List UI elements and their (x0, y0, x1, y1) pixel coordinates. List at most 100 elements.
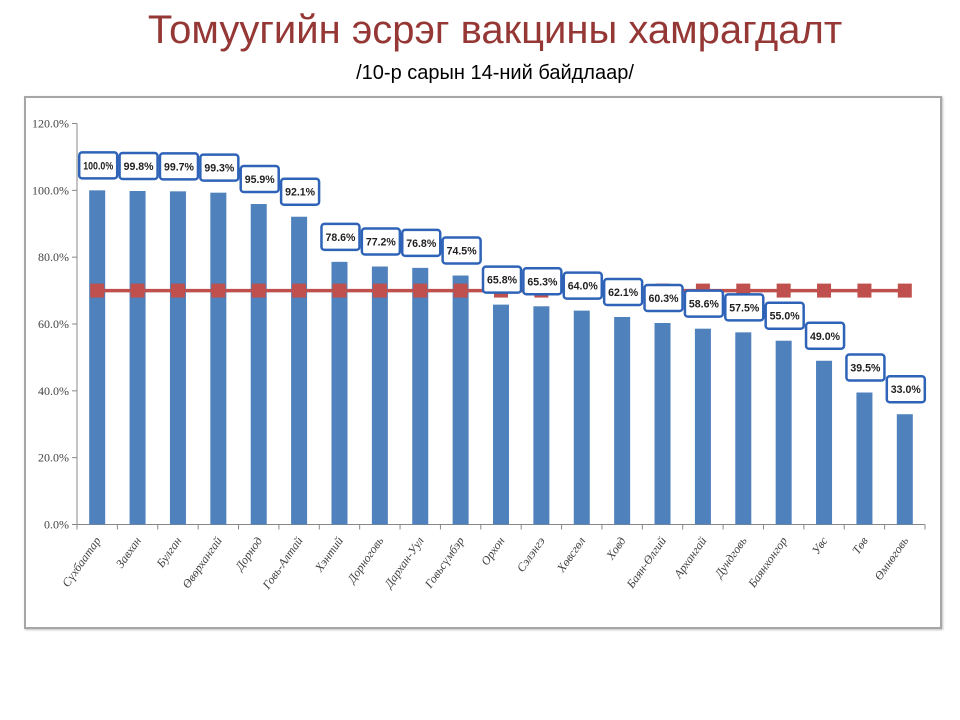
data-label-box (683, 289, 725, 318)
data-label: 77.2% (366, 237, 396, 249)
y-tick-label: 120.0% (32, 117, 69, 131)
data-label-box (118, 151, 159, 181)
data-label: 60.3% (649, 293, 679, 305)
bar (291, 216, 308, 525)
data-label-box (158, 152, 200, 181)
data-label-box (441, 236, 482, 265)
y-tick-label: 80.0% (38, 250, 69, 264)
data-label: 65.8% (487, 275, 517, 287)
target-marker (776, 283, 791, 298)
category-label: Дундговь (711, 534, 750, 581)
data-label-box (643, 283, 684, 313)
data-label: 65.3% (527, 276, 557, 288)
category-label: Сэлэнгэ (514, 534, 548, 574)
target-marker (170, 283, 185, 298)
y-tick-label: 100.0% (32, 183, 69, 197)
bar (775, 340, 792, 525)
data-label: 99.7% (164, 161, 194, 173)
data-label: 33.0% (891, 384, 921, 396)
bar (250, 204, 267, 525)
bar (856, 392, 873, 525)
bar (573, 310, 590, 525)
category-label: Сүхбаатар (59, 534, 104, 589)
category-label: Говьсүмбэр (421, 534, 467, 591)
data-label: 58.6% (689, 299, 719, 311)
target-marker (413, 283, 428, 298)
target-marker (453, 283, 468, 298)
data-label-box (360, 227, 402, 256)
bar (169, 191, 186, 525)
target-marker (897, 283, 912, 298)
bar (896, 414, 913, 525)
data-label-box (279, 177, 321, 206)
target-marker (90, 283, 105, 298)
data-label: 99.8% (124, 161, 154, 173)
bar (129, 191, 146, 525)
category-label: Ховд (603, 534, 629, 563)
category-label: Хөвсгөл (553, 534, 588, 575)
category-label: Өвөрхангай (179, 534, 225, 591)
data-label: 64.0% (568, 281, 598, 293)
category-label: Дорнод (232, 534, 266, 574)
bar (89, 190, 106, 525)
data-label: 74.5% (447, 246, 477, 258)
category-label: Архангай (670, 534, 709, 581)
page-subtitle: /10-р сарын 14-ний байдлаар/ (356, 62, 634, 84)
target-marker (332, 283, 347, 298)
target-marker (211, 283, 226, 298)
data-label-box (522, 267, 563, 296)
category-label: Баян-Өлгий (623, 534, 669, 591)
target-marker (817, 283, 832, 298)
data-label: 49.0% (810, 331, 840, 343)
data-label-box (199, 153, 240, 182)
data-label: 76.8% (406, 238, 436, 250)
data-label-box (239, 164, 280, 194)
data-label: 100.0% (83, 160, 113, 172)
data-label-box (804, 321, 846, 351)
data-label: 39.5% (850, 363, 880, 375)
category-label: Төв (849, 534, 871, 557)
data-label-box (77, 151, 119, 180)
page-title: Томуугийн эсрэг вакцины хамрагдалт (147, 8, 843, 52)
data-label: 95.9% (245, 174, 275, 186)
category-label: Булган (153, 534, 184, 571)
data-label: 55.0% (770, 311, 800, 323)
data-label-box (320, 222, 361, 252)
bar (654, 322, 671, 525)
category-label: Хэнтий (311, 534, 346, 575)
y-tick-label: 40.0% (38, 384, 69, 398)
bar (694, 328, 711, 525)
data-label-box (481, 265, 523, 294)
category-label: Орхон (478, 534, 508, 568)
category-label: Дорноговь (344, 534, 387, 587)
category-label: Говь-Алтай (259, 534, 306, 592)
bar (412, 267, 429, 525)
y-tick-label: 0.0% (44, 518, 69, 532)
bar (735, 332, 752, 525)
bar (614, 316, 631, 525)
data-label-box (400, 228, 442, 258)
data-label-box (724, 293, 765, 322)
target-marker (251, 283, 266, 298)
y-tick-label: 20.0% (38, 451, 69, 465)
bar (452, 275, 469, 525)
bar (331, 261, 348, 525)
data-label: 62.1% (608, 287, 638, 299)
data-label-box (845, 353, 886, 382)
data-label-box (885, 374, 927, 404)
bar (533, 306, 550, 525)
bar (493, 304, 509, 525)
data-label: 78.6% (325, 232, 355, 244)
data-label-box (764, 301, 805, 330)
target-marker (857, 283, 872, 298)
data-label: 57.5% (729, 302, 759, 314)
data-label-box (562, 271, 604, 300)
category-label: Өмнөговь (871, 534, 911, 583)
category-label: Увс (809, 534, 831, 557)
category-label: Дархан-Уул (381, 534, 427, 591)
bar (371, 266, 388, 525)
category-label: Баянхонгор (745, 534, 790, 591)
target-marker (292, 283, 307, 298)
target-marker (372, 283, 387, 298)
